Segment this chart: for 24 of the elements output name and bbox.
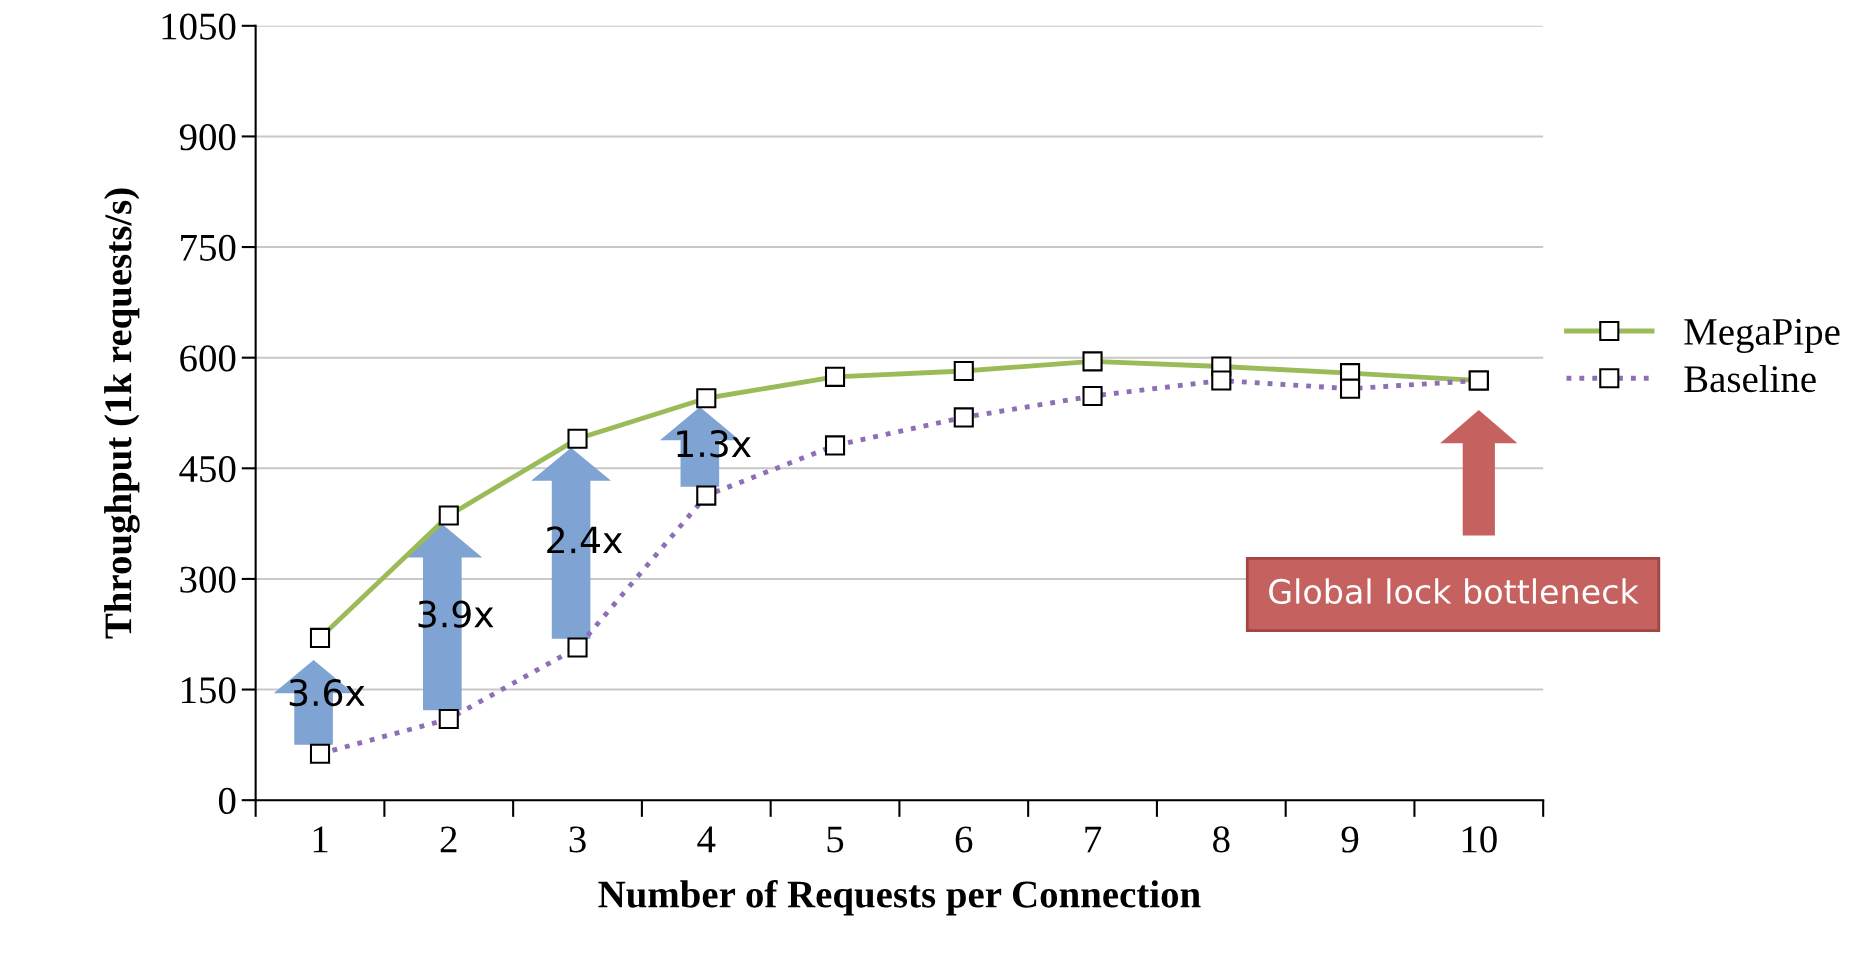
x-tick-label: 5	[827, 826, 844, 853]
x-tick-label: 10	[1462, 826, 1497, 853]
x-tick-label: 9	[1341, 826, 1359, 853]
y-tick-label: 600	[180, 345, 236, 372]
y-tick-label: 750	[181, 234, 236, 261]
y-tick-label: 0	[218, 787, 236, 815]
x-tick-label: 8	[1213, 826, 1230, 853]
y-tick-label: 1050	[162, 13, 236, 40]
x-tick-label: 7	[1085, 826, 1102, 853]
y-tick-label: 450	[179, 455, 236, 483]
y-tick-label: 300	[180, 566, 236, 593]
x-tick-label: 3	[569, 826, 586, 853]
legend-label: MegaPipe	[1684, 318, 1840, 354]
annotation: Global lock bottleneck	[1269, 578, 1639, 605]
x-tick-label: 1	[313, 826, 328, 853]
y-tick-label: 150	[181, 677, 236, 704]
y-tick-label: 900	[179, 124, 236, 151]
x-tick-label: 6	[955, 826, 973, 853]
x-tick-label: 2	[440, 826, 457, 853]
x-tick-label: 4	[697, 826, 716, 853]
y-axis-title: Throughput (1k requests/s)	[104, 188, 140, 639]
x-axis-title: Number of Requests per Connection	[598, 879, 1201, 916]
legend-label: Baseline	[1684, 364, 1816, 393]
annotation: 3.6x	[289, 678, 365, 707]
